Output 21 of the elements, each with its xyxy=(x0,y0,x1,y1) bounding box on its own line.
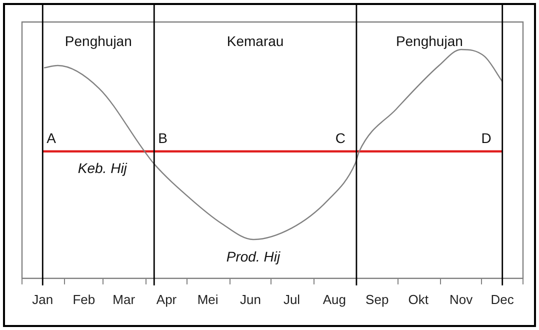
x-tick-label: Nov xyxy=(450,292,474,307)
x-tick-label: Apr xyxy=(156,292,178,307)
annotation: A xyxy=(46,130,57,146)
text: Penghujan xyxy=(396,32,463,49)
x-tick-label: Okt xyxy=(408,292,429,307)
text: Kemarau xyxy=(226,32,284,49)
x-tick-label: Mar xyxy=(112,292,136,307)
x-tick-label: Jan xyxy=(32,292,54,307)
x-tick-label: Mei xyxy=(197,292,218,307)
annotation: D xyxy=(481,130,492,146)
x-tick-label: Sep xyxy=(366,292,389,307)
series-label: Prod. Hij xyxy=(226,248,281,264)
x-tick-label: Dec xyxy=(490,292,514,307)
text: Penghujan xyxy=(64,32,132,49)
x-tick-label: Feb xyxy=(72,292,96,307)
x-tick-label: Jun xyxy=(240,292,261,307)
x-tick-label: Jul xyxy=(283,292,300,307)
annotation: C xyxy=(335,130,346,146)
series-label: Keb. Hij xyxy=(78,160,128,176)
x-tick-label: Aug xyxy=(322,292,346,307)
annotation: B xyxy=(158,130,168,146)
